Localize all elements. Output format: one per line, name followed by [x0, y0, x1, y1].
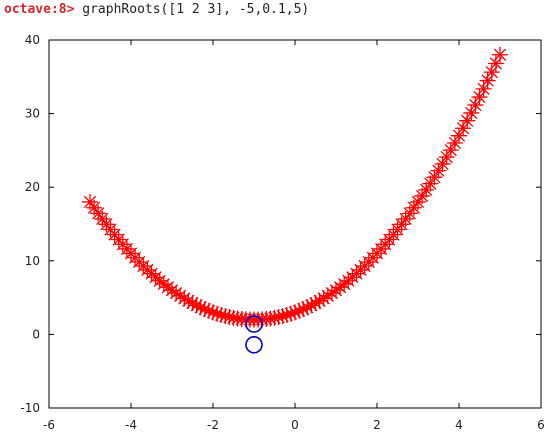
curve-point: [438, 149, 455, 166]
curve-point: [397, 210, 414, 227]
console-prompt: octave:8>: [4, 2, 75, 17]
curve-point: [155, 276, 172, 293]
x-tick-label: 6: [537, 418, 545, 432]
curve-point: [90, 205, 107, 222]
curve-point: [200, 302, 217, 319]
x-tick-label: 4: [455, 418, 463, 432]
curve-point: [311, 292, 328, 309]
curve-point: [221, 309, 238, 326]
console-command-line: octave:8> graphRoots([1 2 3], -5,0.1,5): [4, 1, 309, 18]
curve-point: [442, 142, 459, 159]
curve-point: [430, 162, 447, 179]
curve-point: [287, 304, 303, 321]
axis-ticks: [48, 39, 542, 409]
curve-point: [278, 306, 295, 323]
curve-point: [479, 72, 496, 89]
curve-point: [217, 308, 234, 325]
curve-point: [483, 64, 500, 81]
curve-point: [455, 120, 472, 137]
curve-point: [209, 305, 226, 322]
curve-point: [451, 127, 467, 144]
curve-point: [463, 104, 480, 121]
root-point: [245, 336, 263, 354]
curve-point: [102, 221, 119, 238]
curve-point: [385, 226, 402, 243]
curve-point: [492, 46, 508, 63]
curve-point: [266, 309, 283, 326]
roots-series: [245, 315, 263, 354]
curve-point: [196, 301, 213, 318]
curve-point: [98, 216, 115, 233]
root-point: [245, 315, 263, 333]
curve-point: [274, 308, 291, 325]
curve-point: [192, 299, 209, 316]
curve-point: [393, 216, 410, 233]
plot-frame: [48, 39, 542, 409]
curve-point: [446, 134, 463, 151]
curve-point: [176, 290, 193, 307]
curve-point: [401, 205, 418, 222]
curve-point: [487, 55, 504, 72]
curve-point: [205, 304, 221, 321]
curve-point: [299, 299, 316, 316]
curve-point: [94, 210, 111, 227]
curve-point: [475, 80, 492, 97]
curve-point: [410, 193, 426, 210]
curve-point: [315, 290, 332, 307]
curve-point: [159, 279, 176, 296]
curve-point: [422, 175, 439, 192]
curve-point: [295, 301, 312, 318]
curve-point: [307, 295, 324, 312]
x-tick-label: 0: [291, 418, 299, 432]
curve-point: [471, 89, 488, 106]
console-command: graphRoots([1 2 3], -5,0.1,5): [82, 2, 310, 17]
curve-point: [180, 292, 197, 309]
y-tick-label: 20: [25, 180, 40, 194]
curve-point: [459, 112, 476, 129]
curve-point: [323, 285, 340, 302]
curve-point: [270, 309, 287, 326]
y-tick-label: 0: [32, 327, 40, 341]
curve-point: [389, 221, 406, 238]
curve-point: [225, 309, 242, 326]
curve-point: [467, 97, 484, 114]
curve-series: [82, 46, 508, 328]
curve-point: [213, 306, 230, 323]
curve-point: [319, 287, 336, 304]
curve-point: [164, 282, 180, 299]
curve-point: [291, 302, 308, 319]
curve-point: [188, 297, 205, 314]
x-tick-label: 2: [373, 418, 381, 432]
curve-point: [332, 279, 349, 296]
curve-point: [82, 193, 98, 210]
curve-point: [418, 181, 435, 198]
curve-point: [184, 295, 201, 312]
curve-point: [414, 187, 431, 204]
curve-point: [328, 282, 344, 299]
curve-point: [426, 169, 443, 186]
y-tick-label: 10: [25, 254, 40, 268]
y-tick-label: -10: [20, 401, 40, 415]
x-tick-label: -6: [43, 418, 55, 432]
x-tick-label: -2: [207, 418, 219, 432]
curve-point: [86, 199, 103, 216]
y-tick-label: 30: [25, 107, 40, 121]
curve-point: [434, 155, 451, 172]
curve-point: [172, 287, 189, 304]
axis-tick-labels: -6 -4 -2 0 2 4 6 -10 0 10 20 30 40: [20, 33, 544, 432]
curve-point: [405, 199, 422, 216]
curve-point: [303, 297, 320, 314]
x-tick-label: -4: [125, 418, 137, 432]
curve-point: [262, 310, 279, 327]
curve-point: [282, 305, 299, 322]
y-tick-label: 40: [25, 33, 40, 47]
curve-point: [168, 285, 185, 302]
